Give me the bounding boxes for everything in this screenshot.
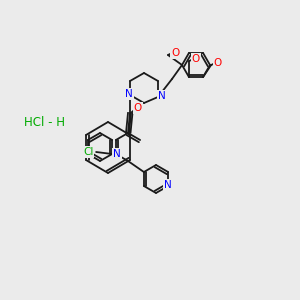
Text: Cl: Cl	[83, 147, 93, 157]
Text: O: O	[214, 58, 222, 68]
Text: O: O	[192, 54, 200, 64]
Text: N: N	[158, 91, 166, 101]
Text: N: N	[125, 89, 133, 99]
Text: N: N	[164, 180, 172, 190]
Text: HCl - H: HCl - H	[25, 116, 65, 128]
Text: O: O	[134, 103, 142, 113]
Text: O: O	[171, 48, 179, 58]
Text: N: N	[113, 149, 121, 159]
